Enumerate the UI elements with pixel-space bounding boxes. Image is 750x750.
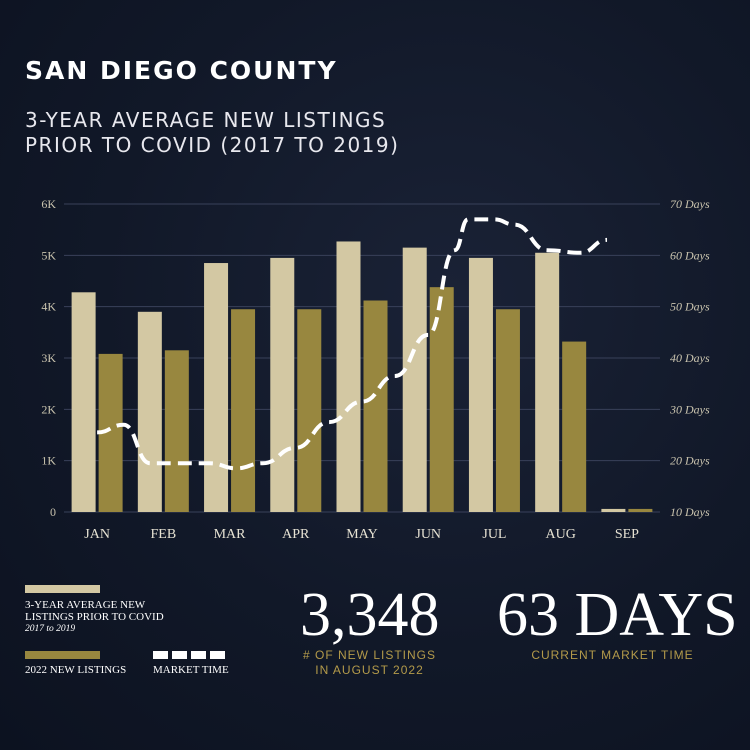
grid-lines — [64, 203, 660, 513]
legend-label-market-time: MARKET TIME — [153, 664, 229, 676]
bar-2022-jul — [495, 309, 520, 512]
y2-tick-label: 20 Days — [670, 454, 710, 468]
bars — [71, 241, 653, 512]
bar-avg-may — [336, 241, 361, 512]
legend-label-avg: 3-YEAR AVERAGE NEW LISTINGS PRIOR TO COV… — [25, 599, 164, 635]
legend-avg-line-1: 3-YEAR AVERAGE NEW — [25, 599, 146, 611]
legend-avg-line-3: 2017 to 2019 — [25, 624, 76, 634]
bar-avg-aug — [535, 252, 560, 512]
bar-avg-mar — [204, 263, 229, 512]
x-tick-label: MAY — [346, 527, 377, 542]
legend-swatch-avg — [25, 585, 100, 593]
y2-tick-label: 10 Days — [670, 505, 710, 519]
x-tick-label: APR — [282, 527, 310, 542]
y2-tick-label: 60 Days — [670, 248, 710, 262]
axis-labels: 0 1K 2K 3K 4K 5K 6K 10 Days 20 Days 30 Days 40 Day… — [41, 197, 710, 542]
x-tick-label: AUG — [545, 527, 575, 542]
y-tick-label: 5K — [41, 248, 56, 262]
x-tick-label: JUN — [415, 527, 441, 542]
x-tick-label: SEP — [615, 527, 639, 542]
x-tick-label: MAR — [214, 527, 247, 542]
listings-chart: 0 1K 2K 3K 4K 5K 6K 10 Days 20 Days 30 Days 40 Day… — [41, 197, 710, 542]
bar-avg-jan — [71, 292, 96, 512]
y-tick-label: 0 — [50, 505, 56, 519]
new-listings-caption: # OF NEW LISTINGS IN AUGUST 2022 — [292, 648, 447, 678]
new-listings-value: 3,348 — [300, 581, 440, 649]
y-tick-label: 1K — [41, 454, 56, 468]
bar-avg-sep — [601, 508, 626, 512]
x-tick-label: JAN — [84, 527, 110, 542]
bar-2022-feb — [164, 350, 189, 512]
bar-2022-aug — [562, 341, 587, 512]
market-time-caption: CURRENT MARKET TIME — [531, 648, 694, 662]
x-tick-label: FEB — [150, 527, 176, 542]
new-listings-caption-1: # OF NEW LISTINGS — [302, 648, 436, 662]
new-listings-caption-2: IN AUGUST 2022 — [315, 663, 424, 677]
legend-swatch-2022 — [25, 651, 100, 659]
market-time-line — [96, 217, 608, 471]
subtitle-line-1: 3-YEAR AVERAGE NEW LISTINGS — [25, 108, 387, 132]
y2-tick-label: 30 Days — [669, 402, 710, 416]
y-tick-label: 6K — [41, 197, 56, 211]
bar-2022-jun — [429, 287, 454, 512]
bar-2022-apr — [297, 309, 322, 512]
bar-2022-mar — [231, 309, 256, 512]
market-time-value: 63 DAYS — [497, 581, 738, 649]
x-tick-label: JUL — [482, 527, 506, 542]
bar-avg-apr — [270, 257, 295, 512]
y2-tick-label: 70 Days — [670, 197, 710, 211]
legend-avg-line-2: LISTINGS PRIOR TO COVID — [25, 611, 164, 623]
bar-2022-sep — [628, 508, 653, 512]
legend-label-2022: 2022 NEW LISTINGS — [25, 664, 127, 676]
y-tick-label: 2K — [41, 402, 56, 416]
bar-avg-jun — [402, 247, 427, 512]
chart-subtitle: 3-YEAR AVERAGE NEW LISTINGS PRIOR TO COV… — [25, 108, 399, 158]
y-tick-label: 4K — [41, 300, 56, 314]
y-tick-label: 3K — [41, 351, 56, 365]
bar-avg-jul — [468, 257, 493, 512]
y2-tick-label: 50 Days — [670, 300, 710, 314]
bar-2022-may — [363, 300, 388, 512]
y2-tick-label: 40 Days — [670, 351, 710, 365]
bar-avg-feb — [137, 311, 162, 512]
market-time-path — [96, 217, 608, 471]
subtitle-line-2: PRIOR TO COVID (2017 TO 2019) — [25, 133, 400, 157]
chart-title: SAN DIEGO COUNTY — [25, 56, 338, 85]
legend-swatch-market-time — [153, 651, 225, 659]
